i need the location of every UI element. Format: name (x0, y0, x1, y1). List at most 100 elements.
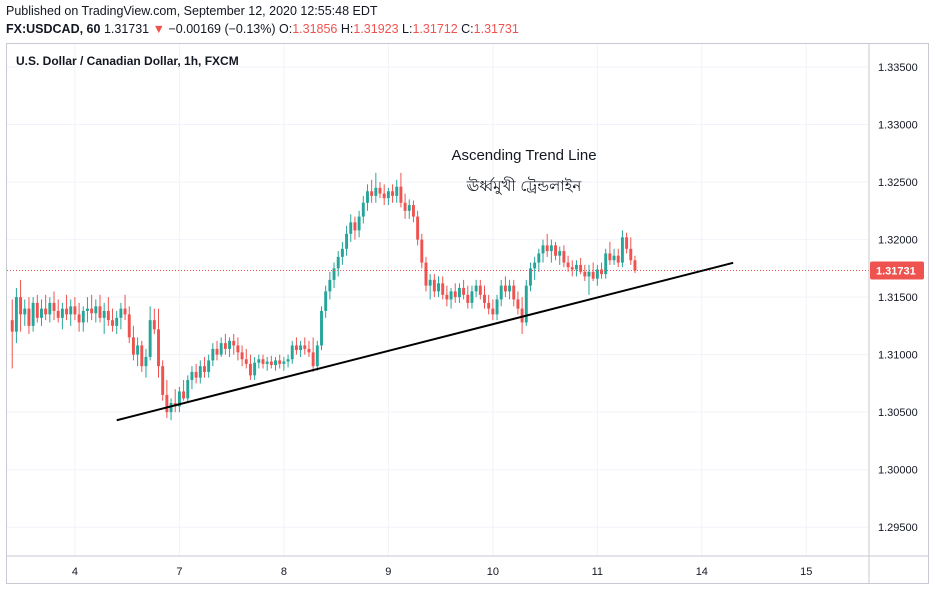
candle[interactable] (370, 179, 374, 203)
candle[interactable] (549, 239, 553, 263)
candle[interactable] (119, 302, 123, 330)
candle[interactable] (562, 245, 566, 268)
candle[interactable] (65, 294, 69, 321)
candle[interactable] (499, 279, 503, 307)
candle[interactable] (366, 184, 369, 211)
candle[interactable] (483, 285, 486, 309)
candle[interactable] (240, 345, 244, 367)
candle[interactable] (85, 297, 89, 323)
candle[interactable] (554, 241, 558, 261)
candle[interactable] (198, 360, 202, 384)
candle[interactable] (574, 260, 578, 277)
candle[interactable] (516, 291, 520, 315)
candle[interactable] (579, 258, 583, 275)
candle[interactable] (424, 256, 428, 292)
candle[interactable] (299, 340, 303, 357)
candle[interactable] (127, 306, 131, 344)
candle[interactable] (186, 375, 190, 403)
candle[interactable] (432, 274, 436, 298)
candle[interactable] (357, 210, 361, 238)
candle[interactable] (177, 386, 181, 413)
candle[interactable] (395, 179, 399, 203)
candle[interactable] (228, 337, 232, 357)
candle[interactable] (182, 379, 186, 401)
candle[interactable] (236, 337, 240, 361)
candle[interactable] (570, 260, 574, 277)
candle[interactable] (315, 340, 319, 371)
candle[interactable] (587, 264, 591, 295)
candle[interactable] (215, 340, 219, 361)
ascending-trendline[interactable] (116, 261, 734, 422)
candle[interactable] (407, 199, 411, 219)
candle[interactable] (529, 262, 532, 292)
candle[interactable] (232, 333, 236, 355)
candle[interactable] (453, 283, 457, 303)
candle[interactable] (336, 251, 340, 277)
candle[interactable] (508, 279, 512, 300)
candle[interactable] (136, 337, 140, 367)
candle[interactable] (40, 299, 43, 326)
candle[interactable] (223, 333, 227, 355)
candle[interactable] (261, 354, 265, 369)
candle[interactable] (533, 256, 537, 280)
candle[interactable] (620, 230, 624, 268)
candle[interactable] (211, 343, 215, 367)
candle[interactable] (253, 356, 257, 380)
candle[interactable] (165, 379, 169, 418)
candle[interactable] (77, 302, 81, 332)
candle[interactable] (94, 299, 98, 323)
candle[interactable] (374, 172, 378, 203)
candle[interactable] (286, 354, 290, 368)
candle[interactable] (457, 283, 461, 303)
candle[interactable] (629, 237, 633, 265)
candle[interactable] (14, 287, 18, 344)
candle[interactable] (290, 340, 294, 364)
candle[interactable] (219, 337, 223, 357)
candle[interactable] (625, 232, 629, 254)
candle[interactable] (194, 363, 198, 384)
candle[interactable] (161, 360, 165, 401)
candle[interactable] (320, 306, 323, 351)
candle[interactable] (69, 299, 73, 326)
candle[interactable] (23, 299, 27, 326)
candle[interactable] (328, 271, 332, 300)
candle[interactable] (106, 297, 110, 326)
candle[interactable] (378, 182, 382, 199)
candle[interactable] (102, 302, 106, 334)
candle[interactable] (382, 184, 386, 206)
candle[interactable] (437, 276, 440, 298)
candle[interactable] (81, 306, 85, 332)
candle[interactable] (56, 299, 60, 323)
candle[interactable] (307, 340, 311, 357)
candle[interactable] (470, 285, 474, 309)
candle[interactable] (545, 233, 549, 257)
candle[interactable] (604, 248, 608, 279)
candle[interactable] (399, 172, 403, 208)
candle[interactable] (269, 355, 273, 369)
candle[interactable] (512, 279, 516, 307)
candle[interactable] (332, 262, 336, 288)
candle[interactable] (282, 356, 286, 371)
candle[interactable] (19, 279, 23, 332)
candle[interactable] (391, 184, 395, 203)
candle[interactable] (257, 354, 261, 369)
candle[interactable] (324, 285, 328, 318)
candle[interactable] (403, 193, 407, 219)
candle[interactable] (340, 241, 344, 265)
candle[interactable] (420, 233, 424, 269)
candle[interactable] (207, 354, 211, 378)
candle[interactable] (144, 348, 148, 378)
chart-frame[interactable] (6, 43, 929, 584)
candle[interactable] (361, 195, 365, 224)
candle[interactable] (98, 294, 102, 323)
candle[interactable] (503, 276, 507, 298)
candle[interactable] (111, 308, 114, 332)
candle[interactable] (274, 356, 277, 371)
candle[interactable] (386, 187, 390, 206)
candle[interactable] (595, 264, 599, 286)
candle[interactable] (616, 248, 620, 268)
candle[interactable] (123, 294, 127, 321)
candle[interactable] (140, 340, 144, 372)
annotation-bengali[interactable]: ঊর্ধ্বমুখী ট্রেন্ডলাইন (466, 177, 583, 195)
